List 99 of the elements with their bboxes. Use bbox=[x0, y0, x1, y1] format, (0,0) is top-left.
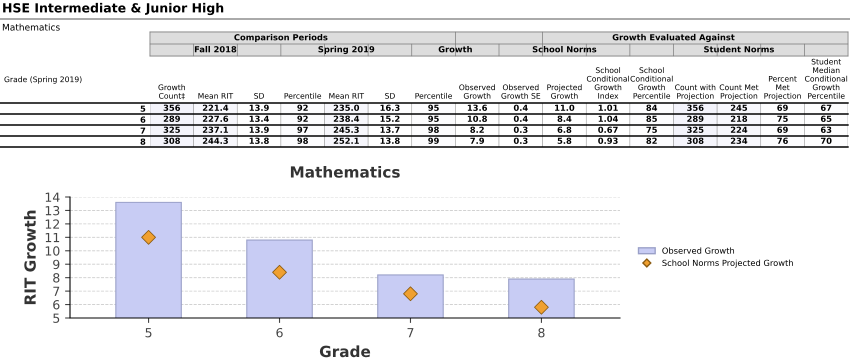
y-tick-label: 14 bbox=[46, 192, 60, 202]
data-label: 0.4 bbox=[514, 116, 528, 122]
data-label: 221.4 bbox=[202, 104, 228, 111]
data-label: 0.4 bbox=[514, 104, 528, 111]
data-label: 218 bbox=[730, 116, 748, 122]
data-label: 65 bbox=[820, 116, 832, 122]
point bbox=[141, 230, 156, 245]
y-tick-label: 5 bbox=[140, 106, 146, 112]
data-label: 69 bbox=[777, 126, 788, 133]
data-label: 244.3 bbox=[202, 138, 228, 144]
data-label: 63 bbox=[820, 126, 832, 133]
data-label: 70 bbox=[820, 138, 832, 144]
text: Comparison Periods bbox=[234, 34, 328, 42]
data-label: 245.3 bbox=[334, 126, 359, 133]
data-label: 356 bbox=[687, 104, 704, 111]
text: Growth bbox=[438, 46, 472, 52]
data-label: 84 bbox=[646, 104, 658, 111]
y-tick-label: 10 bbox=[46, 246, 60, 256]
data-label: 8.2 bbox=[470, 126, 484, 133]
data-label: 235.0 bbox=[334, 104, 360, 111]
x-axis-title: Grade bbox=[320, 345, 370, 358]
data-label: 13.4 bbox=[250, 116, 269, 122]
data-label: 16.3 bbox=[380, 104, 400, 111]
x-tick-label: 8 bbox=[538, 328, 545, 338]
data-label: 97 bbox=[297, 126, 308, 133]
data-label: 99 bbox=[428, 138, 439, 144]
data-label: 75 bbox=[777, 116, 788, 122]
data-label: 7.9 bbox=[470, 138, 484, 144]
chart-title: Mathematics bbox=[290, 166, 400, 178]
data-label: 8.4 bbox=[558, 116, 572, 122]
data-label: 13.8 bbox=[380, 138, 400, 144]
text: School Norms bbox=[532, 46, 596, 52]
data-label: 13.6 bbox=[468, 104, 488, 111]
legend-label: Observed Growth bbox=[662, 247, 734, 254]
data-label: 13.7 bbox=[380, 126, 400, 133]
data-label: 11.0 bbox=[555, 104, 574, 111]
data-label: 1.04 bbox=[598, 116, 618, 122]
data-label: 308 bbox=[164, 138, 180, 144]
y-tick-label: 6 bbox=[53, 300, 60, 310]
data-label: 95 bbox=[428, 104, 439, 111]
data-label: 92 bbox=[297, 104, 308, 111]
point bbox=[403, 286, 418, 302]
data-label: 238.4 bbox=[334, 116, 360, 122]
x-tick-label: 7 bbox=[408, 328, 414, 338]
chart-title: HSE Intermediate & Junior High bbox=[3, 2, 224, 16]
data-label: 13.9 bbox=[250, 104, 269, 111]
y-tick-label: 6 bbox=[140, 116, 146, 123]
data-label: 95 bbox=[428, 116, 439, 122]
y-tick-label: 7 bbox=[53, 286, 60, 296]
y-tick-label: 13 bbox=[46, 206, 60, 216]
point bbox=[534, 300, 549, 315]
data-label: 85 bbox=[646, 116, 657, 122]
data-label: 0.93 bbox=[598, 138, 618, 144]
data-label: 227.6 bbox=[202, 116, 228, 122]
data-label: 237.1 bbox=[202, 126, 228, 133]
x-tick-label: 6 bbox=[276, 328, 283, 338]
data-label: 82 bbox=[646, 138, 657, 144]
y-tick-label: 11 bbox=[46, 232, 60, 242]
text: Mathematics bbox=[2, 24, 60, 31]
data-label: 245 bbox=[730, 104, 748, 111]
data-label: 252.1 bbox=[334, 138, 359, 144]
y-tick-label: 5 bbox=[53, 314, 60, 323]
data-label: 75 bbox=[646, 126, 657, 133]
y-tick-label: 9 bbox=[53, 260, 60, 270]
y-tick-label: 12 bbox=[46, 219, 60, 229]
text: Student Norms bbox=[704, 46, 774, 52]
data-label: 0.3 bbox=[514, 138, 528, 144]
data-label: 325 bbox=[164, 126, 180, 133]
y-tick-label: 7 bbox=[140, 128, 146, 134]
data-label: 5.8 bbox=[558, 138, 572, 144]
y-axis-title: RIT Growth bbox=[24, 210, 36, 304]
legend-label: School Norms Projected Growth bbox=[662, 260, 793, 268]
data-label: 13.9 bbox=[250, 126, 269, 133]
data-label: 6.8 bbox=[558, 126, 572, 133]
point bbox=[272, 264, 287, 280]
text: Spring 2019 bbox=[318, 46, 374, 54]
data-label: 0.67 bbox=[598, 126, 618, 133]
text: Growth Evaluated Against bbox=[612, 34, 735, 42]
data-label: 234 bbox=[730, 138, 748, 144]
data-label: 224 bbox=[730, 126, 748, 133]
y-tick-label: 8 bbox=[53, 273, 60, 283]
data-label: 0.3 bbox=[514, 126, 528, 133]
data-label: 10.8 bbox=[468, 116, 487, 122]
data-label: 289 bbox=[687, 116, 704, 122]
data-label: 67 bbox=[820, 104, 832, 111]
data-label: 1.01 bbox=[598, 104, 618, 111]
data-label: 69 bbox=[777, 104, 788, 111]
data-label: 76 bbox=[777, 138, 788, 144]
data-label: 98 bbox=[428, 126, 439, 133]
data-label: 15.2 bbox=[380, 116, 400, 122]
data-label: 289 bbox=[164, 116, 180, 122]
y-tick-label: 8 bbox=[140, 138, 146, 145]
data-label: 98 bbox=[297, 138, 308, 144]
data-label: 92 bbox=[297, 116, 308, 122]
text: Fall 2018 bbox=[194, 46, 236, 52]
data-label: 356 bbox=[164, 104, 180, 111]
data-label: 308 bbox=[687, 138, 704, 144]
data-label: 13.8 bbox=[250, 138, 269, 144]
data-label: 325 bbox=[687, 126, 704, 133]
